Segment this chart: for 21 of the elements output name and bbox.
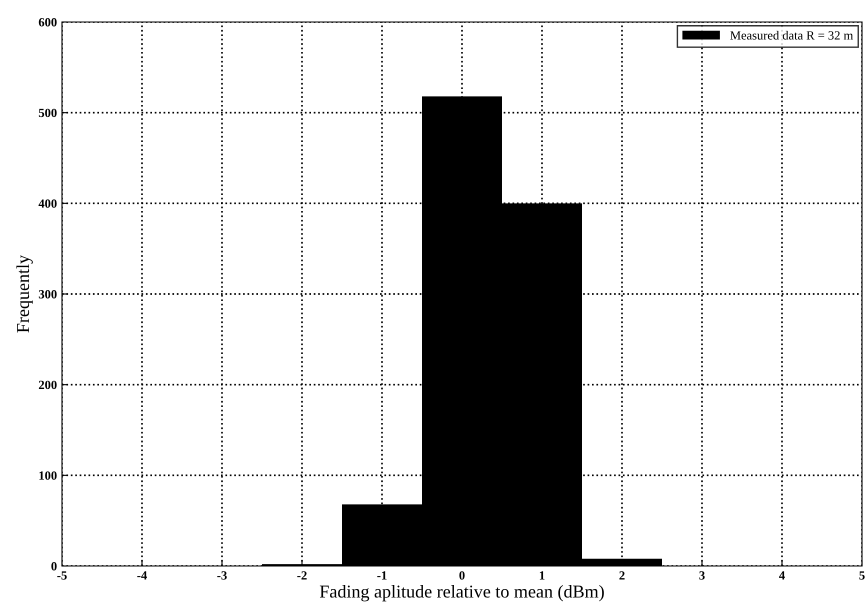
y-axis-title: Frequently [16,254,33,333]
y-tick-label: 300 [38,290,57,298]
x-tick-label: -5 [57,571,67,580]
x-tick-label: -3 [217,571,227,580]
y-tick-label: 400 [38,199,57,208]
y-tick-label: 200 [38,380,57,390]
y-tick-label: 500 [38,108,57,118]
x-tick-label: 3 [699,571,705,580]
y-tick-label: 0 [51,562,57,570]
x-tick-label: 1 [540,571,544,580]
x-tick-label: -4 [137,571,147,580]
legend-label: Measured data R = 32 m [730,30,854,40]
x-tick-label: 5 [859,571,865,580]
y-tick-label: 100 [39,471,57,480]
y-tick-label: 600 [38,18,57,26]
x-tick-label: 2 [619,571,625,580]
x-tick-label: 4 [779,571,785,580]
x-tick-label: 0 [459,571,465,580]
x-tick-label: -1 [377,571,387,580]
x-axis-title: Fading aplitude relative to mean (dBm) [320,584,604,602]
x-tick-label: -2 [297,571,307,580]
